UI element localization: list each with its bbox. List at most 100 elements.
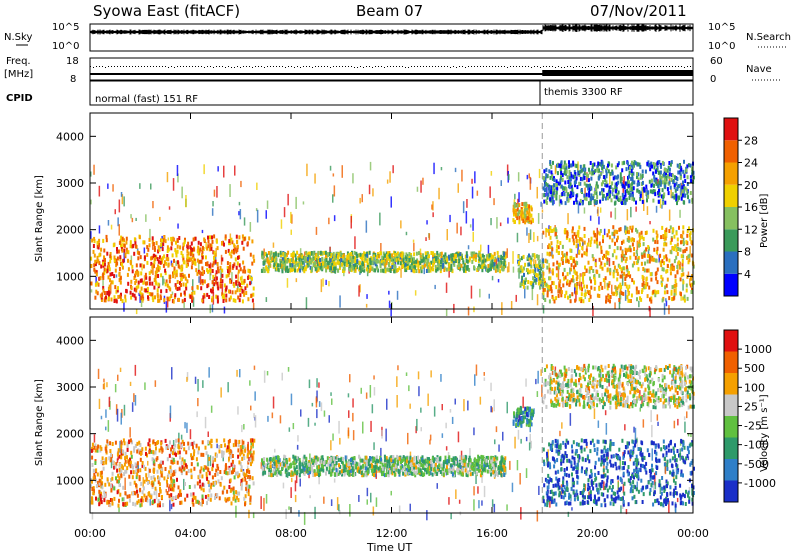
power-speckle <box>163 278 165 284</box>
power-echo-cell <box>171 263 174 268</box>
power-echo-cell <box>652 189 655 193</box>
vel-speckle <box>380 447 382 457</box>
power-echo-cell <box>516 207 519 212</box>
power-echo-cell <box>661 277 664 282</box>
power-speckle <box>541 209 544 213</box>
power-echo-cell <box>98 242 100 247</box>
power-echo-cell <box>639 191 642 196</box>
power-echo-cell <box>328 252 331 256</box>
power-echo-cell <box>166 245 169 250</box>
vel-speckle <box>642 419 645 428</box>
freq-dot <box>672 66 673 67</box>
freq-dot <box>174 67 175 68</box>
power-speckle <box>632 186 634 196</box>
power-echo-cell <box>331 259 334 264</box>
vel-speckle <box>396 376 398 387</box>
power-echo-cell <box>421 265 424 269</box>
power-echo-cell <box>301 260 304 265</box>
vel-speckle <box>116 408 119 422</box>
power-echo-cell <box>612 271 615 276</box>
power-echo-cell <box>624 189 627 194</box>
power-echo-cell <box>640 290 643 294</box>
power-echo-cell <box>138 235 141 240</box>
power-echo-cell <box>490 256 493 261</box>
vel-speckle <box>102 383 105 390</box>
power-echo-cell <box>653 165 656 170</box>
power-echo-cell <box>420 256 423 261</box>
power-echo-cell <box>329 258 332 263</box>
power-speckle <box>217 166 219 172</box>
power-echo-cell <box>608 281 611 286</box>
power-echo-cell <box>653 177 656 182</box>
power-echo-cell <box>658 192 661 197</box>
power-echo-cell <box>616 230 619 235</box>
power-echo-cell <box>161 256 164 261</box>
vel-speckle <box>274 448 276 453</box>
power-echo-cell <box>198 259 201 264</box>
power-echo-cell <box>689 276 692 281</box>
power-echo-cell <box>195 268 198 273</box>
vel-speckle <box>338 504 340 512</box>
vel-speckle <box>134 364 137 376</box>
power-echo-cell <box>134 244 137 249</box>
power-echo-cell <box>557 181 560 186</box>
power-echo-cell <box>434 264 437 269</box>
power-echo-cell <box>621 201 623 205</box>
power-echo-cell <box>602 180 604 185</box>
power-echo-cell <box>94 259 97 264</box>
power-echo-cell <box>162 238 165 243</box>
power-echo-cell <box>134 273 137 278</box>
power-echo-cell <box>596 293 599 298</box>
power-echo-cell <box>550 241 553 246</box>
power-echo-cell <box>670 265 673 270</box>
power-echo-cell <box>575 244 578 249</box>
power-echo-cell <box>689 236 692 241</box>
power-echo-cell <box>366 261 369 266</box>
vel-speckle <box>517 429 520 440</box>
power-echo-cell <box>603 175 606 180</box>
power-echo-cell <box>638 162 641 167</box>
power-echo-cell <box>159 255 161 260</box>
power-echo-cell <box>637 243 640 248</box>
power-echo-cell <box>585 192 588 197</box>
power-echo-cell <box>188 273 190 278</box>
power-echo-cell <box>557 265 560 270</box>
power-echo-cell <box>558 262 561 267</box>
vel-speckle <box>673 420 676 429</box>
power-echo-cell <box>587 260 590 265</box>
power-speckle <box>112 184 114 192</box>
vel-speckle <box>316 409 318 419</box>
power-echo-cell <box>605 250 608 255</box>
power-echo-cell <box>108 292 110 297</box>
vel-speckle <box>657 421 659 426</box>
power-echo-cell <box>616 197 619 202</box>
power-echo-cell <box>339 251 342 256</box>
vel-speckle <box>287 367 290 372</box>
power-echo-cell <box>566 272 569 277</box>
power-echo-cell <box>668 167 671 172</box>
power-speckle <box>192 279 194 292</box>
power-speckle <box>476 190 479 196</box>
power-echo-cell <box>551 228 554 233</box>
power-echo-cell <box>93 263 96 268</box>
power-echo-cell <box>521 275 524 280</box>
power-echo-cell <box>633 252 636 257</box>
freq-dot <box>408 67 409 68</box>
power-echo-cell <box>361 261 364 266</box>
power-echo-cell <box>387 267 390 272</box>
vel-speckle <box>365 392 368 399</box>
power-echo-cell <box>627 236 630 240</box>
freq-dot <box>147 66 148 67</box>
power-echo-cell <box>350 260 353 265</box>
nave-label: Nave <box>746 64 772 75</box>
power-speckle <box>231 272 233 282</box>
power-echo-cell <box>619 172 622 177</box>
power-echo-cell <box>430 266 433 271</box>
freq-dot <box>273 66 274 67</box>
power-echo-cell <box>382 261 385 266</box>
power-echo-cell <box>645 192 648 197</box>
vel-speckle <box>316 378 318 388</box>
freq-unit: [MHz] <box>4 69 33 80</box>
power-echo-cell <box>95 272 98 277</box>
freq-dot <box>255 66 256 67</box>
